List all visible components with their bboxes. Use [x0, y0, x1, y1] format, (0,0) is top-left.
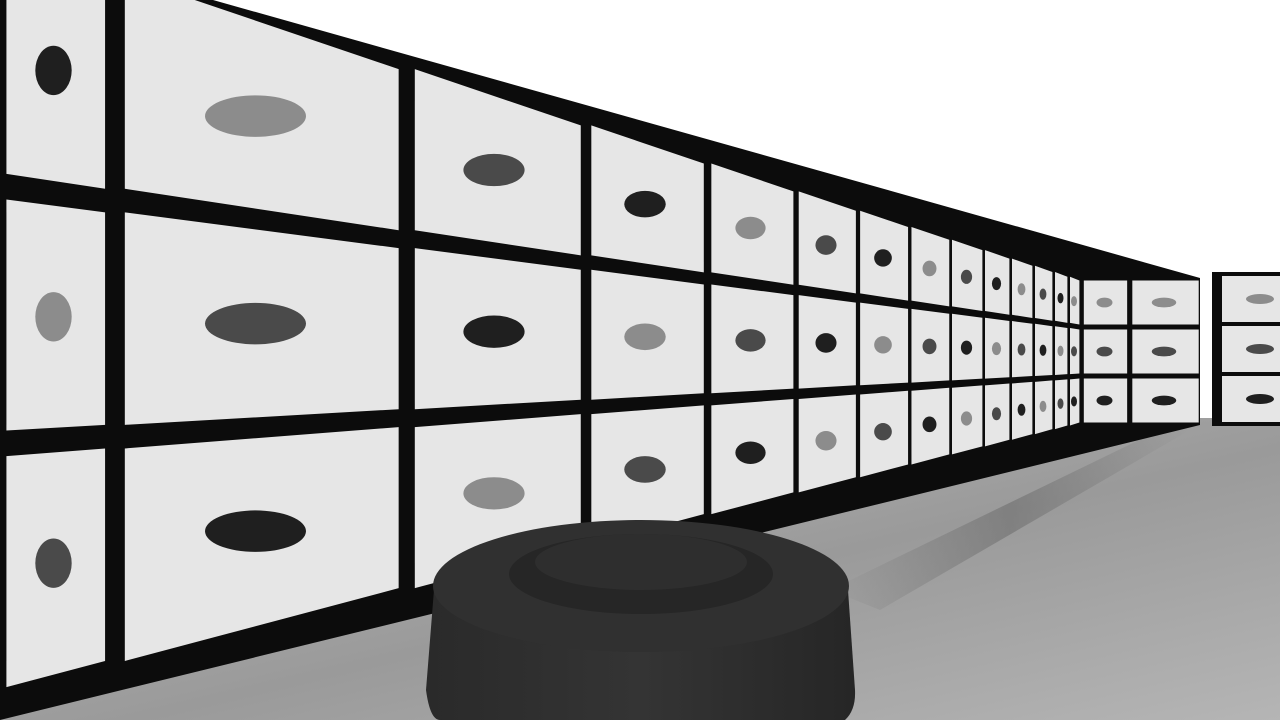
- agent-puck-icon: [426, 520, 856, 720]
- panel-dot: [1151, 297, 1177, 308]
- panel-dot: [35, 538, 72, 588]
- panel-dot: [1039, 344, 1047, 356]
- panel-dot: [35, 45, 72, 96]
- panel-dot: [960, 340, 973, 355]
- panel-dot: [1096, 346, 1113, 357]
- panel-dot: [922, 338, 937, 355]
- panel-dot: [1071, 346, 1077, 357]
- panel-dot: [922, 416, 937, 433]
- panel-dot: [735, 441, 766, 464]
- panel-dot: [1246, 394, 1274, 404]
- panel-dot: [205, 510, 306, 552]
- panel-dot: [624, 456, 666, 483]
- panel-dot: [463, 153, 525, 187]
- panel-dot: [960, 269, 973, 284]
- floor-shadow-stripe: [830, 425, 1190, 610]
- panel-dot: [1096, 297, 1113, 308]
- panel-dot: [1246, 294, 1274, 304]
- panel-dot: [1057, 398, 1064, 409]
- panel-dot: [624, 323, 666, 351]
- panel-dot: [205, 95, 306, 137]
- panel-dot: [1017, 343, 1026, 356]
- panel-dot: [960, 411, 973, 426]
- panel-dot: [815, 333, 837, 353]
- panel-dot: [991, 342, 1002, 356]
- panel-dot: [1071, 396, 1077, 407]
- panel-dot: [735, 329, 766, 352]
- panel-dot: [1057, 292, 1064, 304]
- panel-dot: [991, 277, 1002, 291]
- panel-dot: [1017, 403, 1026, 416]
- panel-dot: [1017, 283, 1026, 296]
- panel-dot: [1071, 296, 1077, 307]
- panel-dot: [1096, 395, 1113, 406]
- panel-dot: [1151, 395, 1177, 406]
- panel-dot: [1057, 345, 1064, 357]
- panel-dot: [874, 423, 892, 441]
- panel-dot: [815, 235, 837, 255]
- panel-dot: [874, 336, 892, 354]
- side-wall: [0, 0, 1200, 720]
- panel-dot: [874, 249, 892, 267]
- panel-dot: [922, 260, 937, 277]
- far-wall: [1212, 272, 1280, 426]
- panel-dot: [1151, 346, 1177, 357]
- panel-dot: [735, 216, 766, 240]
- panel-dot: [463, 477, 525, 510]
- panel-dot: [1039, 288, 1047, 300]
- panel-dot: [815, 430, 837, 451]
- panel-dot: [463, 315, 525, 348]
- panel-dot: [991, 407, 1002, 421]
- panel-dot: [1039, 400, 1047, 412]
- panel-dot: [205, 302, 306, 345]
- panel-dot: [1246, 344, 1274, 354]
- panel-dot: [35, 292, 72, 342]
- panel-dot: [624, 190, 666, 218]
